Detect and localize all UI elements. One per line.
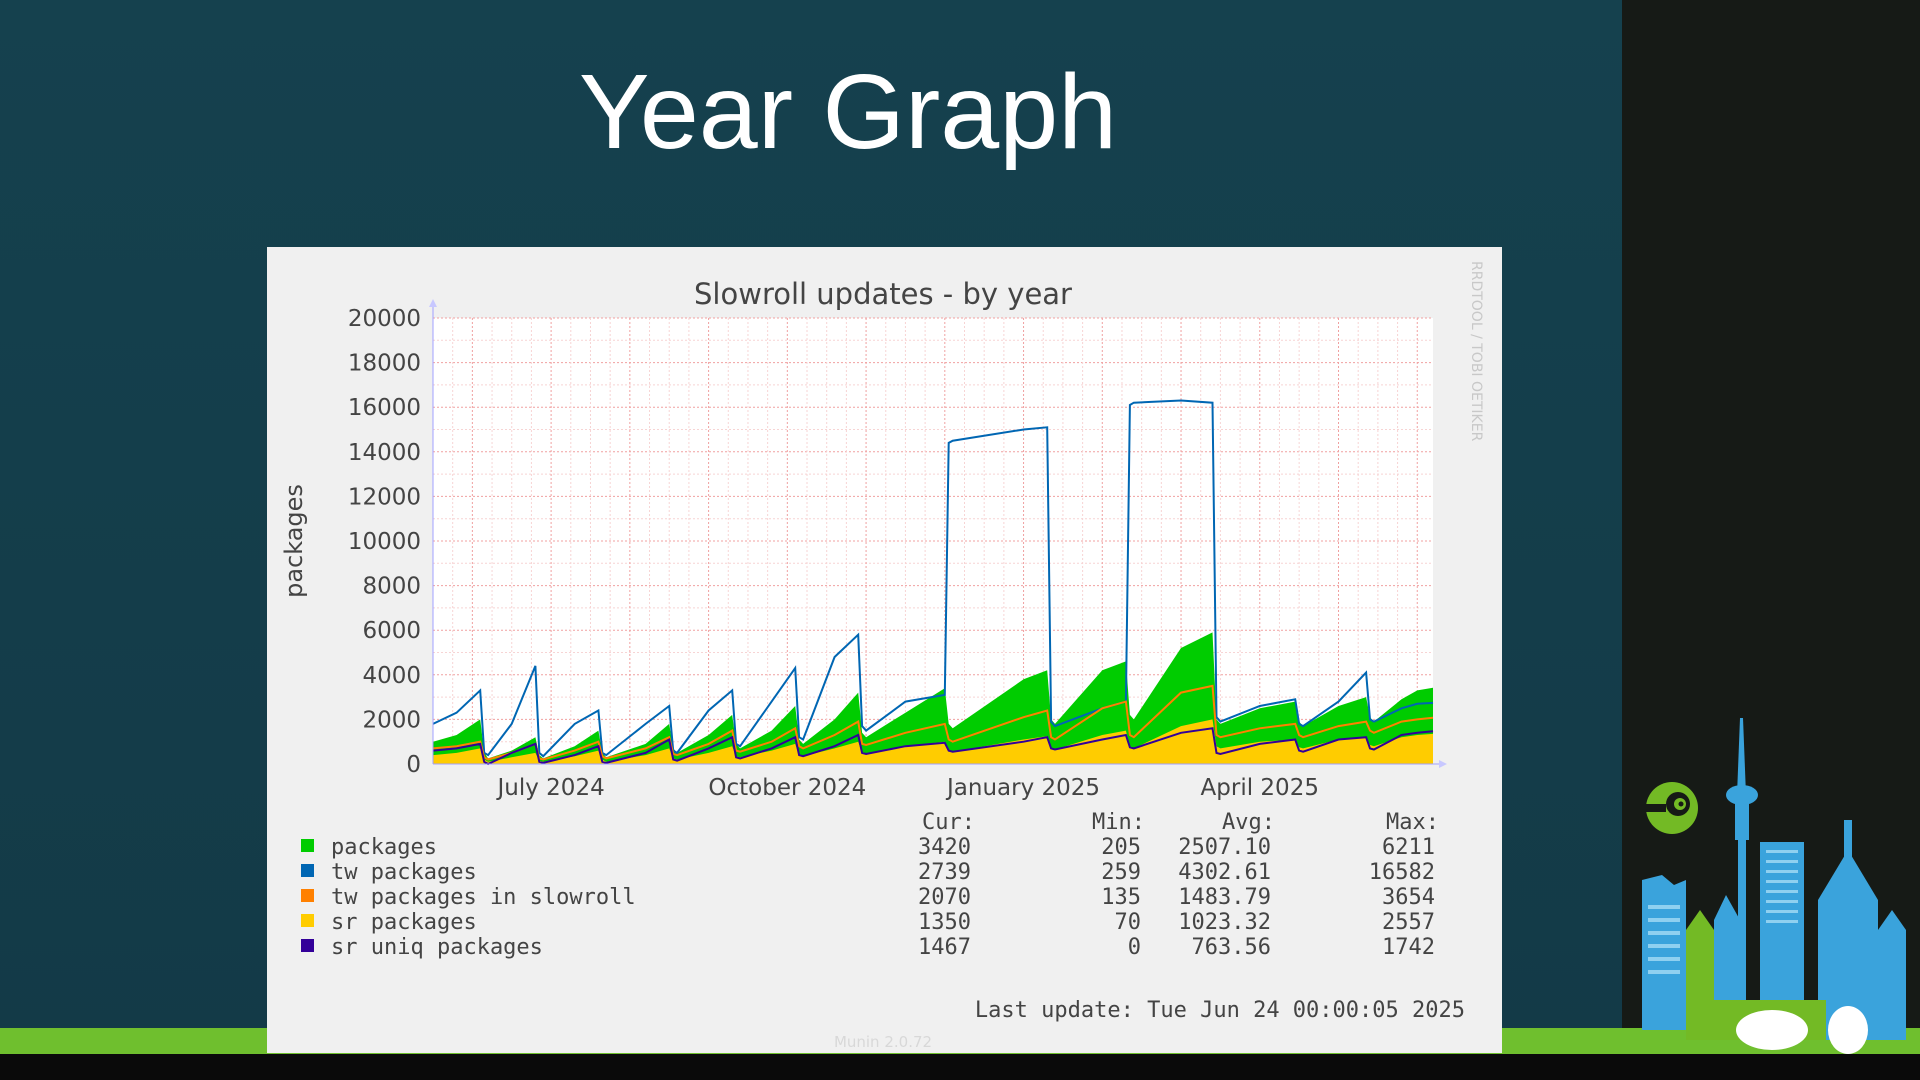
x-tick-label: April 2025 [1201,775,1319,801]
legend-value: 1023.32 [1178,910,1271,935]
legend-value: 16582 [1369,860,1435,885]
legend-row: tw packages in slowroll 2070 135 1483.79 365… [301,885,1435,910]
legend-swatch [301,889,314,902]
chameleon-logo-icon [1646,782,1698,834]
legend-series-name: sr packages [331,910,477,935]
legend-value: 0 [1128,935,1141,960]
x-tick-label: October 2024 [708,775,866,801]
legend-value: 70 [1115,910,1142,935]
legend-value: 3654 [1382,885,1435,910]
series-line-tw-packages [432,399,1434,758]
legend-column-header: Avg: [1222,810,1275,835]
legend-column-header: Min: [1092,810,1145,835]
y-tick-label: 10000 [348,529,421,555]
y-tick-label: 12000 [348,484,421,510]
legend-column-header: Max: [1386,810,1439,835]
legend-value: 6211 [1382,835,1435,860]
legend-swatch [301,914,314,927]
series-area-sr-packages [433,719,1433,764]
y-tick-label: 14000 [348,440,421,466]
series-line-tw-packages-in-slowroll [432,684,1434,761]
x-tick-label: July 2024 [496,775,605,801]
legend-value: 2739 [918,860,971,885]
legend-value: 3420 [918,835,971,860]
legend-swatch [301,864,314,877]
y-tick-label: 16000 [348,395,421,421]
x-tick-labels: July 2024 October 2024 January 2025 April 2… [496,775,1319,801]
legend-swatch [301,939,314,952]
legend-header: Cur: Min: Avg: Max: [922,810,1439,835]
legend-value: 1742 [1382,935,1435,960]
legend-column-header: Cur: [922,810,975,835]
legend-row: packages 3420 205 2507.10 6211 [301,835,1435,860]
legend-value: 4302.61 [1178,860,1271,885]
legend-swatch [301,839,314,852]
legend-row: tw packages 2739 259 4302.61 16582 [301,860,1435,885]
last-update: Last update: Tue Jun 24 00:00:05 2025 [975,998,1465,1023]
series-layer [432,399,1434,766]
buildings-icon [1642,820,1906,1054]
y-tick-label: 20000 [348,306,421,332]
legend-row: sr packages 1350 70 1023.32 2557 [301,910,1435,935]
legend-value: 2557 [1382,910,1435,935]
legend-series-name: sr uniq packages [331,935,543,960]
y-tick-label: 4000 [362,663,421,689]
legend-value: 2070 [918,885,971,910]
y-tick-labels: 0 2000 4000 6000 8000 10000 12000 14000 16000 180… [348,306,421,778]
legend-value: 1350 [918,910,971,935]
y-tick-label: 2000 [362,707,421,733]
legend-value: 1467 [918,935,971,960]
legend-row: sr uniq packages 1467 0 763.56 1742 [301,935,1435,960]
legend: packages 3420 205 2507.10 6211 tw packages 273… [301,835,1435,960]
slide-title: Year Graph [578,53,1118,171]
legend-value: 763.56 [1192,935,1271,960]
munin-version: Munin 2.0.72 [834,1033,932,1051]
opensuse-city-illustration [1642,718,1906,1054]
legend-value: 1483.79 [1178,885,1271,910]
axes [429,299,1447,768]
x-tick-label: January 2025 [945,775,1100,801]
tower-icon [1726,718,1758,1040]
y-tick-label: 18000 [348,351,421,377]
bottom-bar [0,1054,1920,1080]
chart-title: Slowroll updates - by year [694,277,1072,311]
y-tick-label: 8000 [362,574,421,600]
rrdtool-credit: RRDTOOL / TOBI OETIKER [1468,261,1484,442]
y-tick-label: 0 [406,752,421,778]
munin-year-graph: 0 2000 4000 6000 8000 10000 12000 14000 16000 180… [280,261,1484,1051]
legend-series-name: packages [331,835,437,860]
legend-value: 259 [1101,860,1141,885]
legend-value: 205 [1101,835,1141,860]
legend-value: 2507.10 [1178,835,1271,860]
legend-series-name: tw packages in slowroll [331,885,636,910]
y-tick-label: 6000 [362,618,421,644]
series-line-sr-uniq-packages [432,727,1434,766]
legend-series-name: tw packages [331,860,477,885]
legend-value: 135 [1101,885,1141,910]
y-axis-label: packages [280,484,308,598]
munin-graph-panel: 0 2000 4000 6000 8000 10000 12000 14000 16000 180… [267,247,1502,1053]
